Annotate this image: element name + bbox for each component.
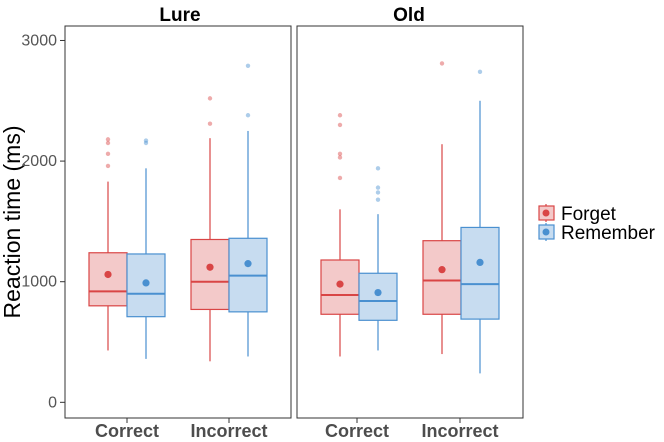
outlier-point [105, 151, 111, 157]
mean-point [476, 258, 484, 267]
mean-point [374, 288, 382, 297]
y-tick-label: 2000 [21, 153, 57, 170]
y-axis: 0 1000 2000 3000 [21, 32, 65, 411]
outlier-point [477, 69, 483, 75]
outlier-point [375, 166, 381, 171]
outlier-point [105, 140, 111, 146]
outlier-point [337, 122, 343, 128]
x-tick-label-old-correct: Correct [325, 421, 389, 441]
mean-point [206, 263, 214, 271]
outlier-point [337, 113, 343, 118]
outlier-point [337, 151, 343, 157]
outlier-point [143, 138, 149, 143]
outlier-point [245, 113, 251, 118]
y-axis-title: Reaction time (ms) [0, 126, 25, 319]
mean-point [142, 279, 150, 287]
outlier-point [375, 190, 381, 195]
box-group-lure-incorrect-remember [228, 63, 268, 357]
panel-title-old: Old [393, 5, 425, 26]
mean-point [244, 260, 252, 268]
box-group-old-correct-remember [358, 166, 398, 351]
mean-point [336, 280, 344, 288]
x-tick-label-lure-correct: Correct [95, 421, 159, 441]
box [358, 272, 398, 321]
outlier-point [439, 61, 445, 66]
outlier-point [337, 155, 343, 160]
box [190, 238, 230, 311]
box-group-lure-correct-forget [88, 137, 128, 351]
legend-key-forget-dot [542, 209, 550, 217]
outlier-point [207, 121, 213, 126]
x-tick-label-old-incorrect: Incorrect [421, 421, 498, 441]
x-axis: Correct Incorrect Correct Incorrect [95, 418, 499, 441]
panel-title-lure: Lure [159, 5, 200, 26]
box-group-lure-correct-remember [126, 138, 166, 359]
outlier-point [375, 197, 381, 202]
panel-frame-lure [64, 25, 292, 419]
outlier-point [207, 96, 213, 101]
panel-frame-old [296, 25, 524, 419]
outlier-point [245, 63, 251, 69]
box-group-old-correct-forget [320, 113, 360, 357]
legend-item-remember[interactable]: Remember [538, 223, 656, 244]
outlier-point [105, 163, 111, 169]
y-tick-label: 3000 [21, 32, 57, 49]
box-group-lure-incorrect-forget [190, 96, 230, 362]
box [460, 226, 500, 320]
legend-item-forget[interactable]: Forget [538, 204, 617, 225]
legend-label-remember: Remember [561, 223, 656, 244]
y-tick-label: 0 [48, 394, 57, 411]
box [88, 252, 128, 307]
outlier-point [105, 137, 111, 142]
box-group-old-incorrect-remember [460, 69, 500, 374]
plot-layer [88, 61, 500, 374]
legend-label-forget: Forget [561, 204, 617, 225]
legend: Forget Remember [538, 204, 656, 244]
x-tick-label-lure-incorrect: Incorrect [190, 421, 267, 441]
box-group-old-incorrect-forget [422, 61, 462, 355]
outlier-point [143, 140, 149, 146]
y-tick-label: 1000 [21, 274, 57, 291]
mean-point [438, 266, 446, 274]
outlier-point [375, 185, 381, 190]
box [422, 240, 462, 315]
legend-key-remember-dot [542, 228, 550, 236]
mean-point [104, 270, 112, 279]
outlier-point [337, 175, 343, 181]
